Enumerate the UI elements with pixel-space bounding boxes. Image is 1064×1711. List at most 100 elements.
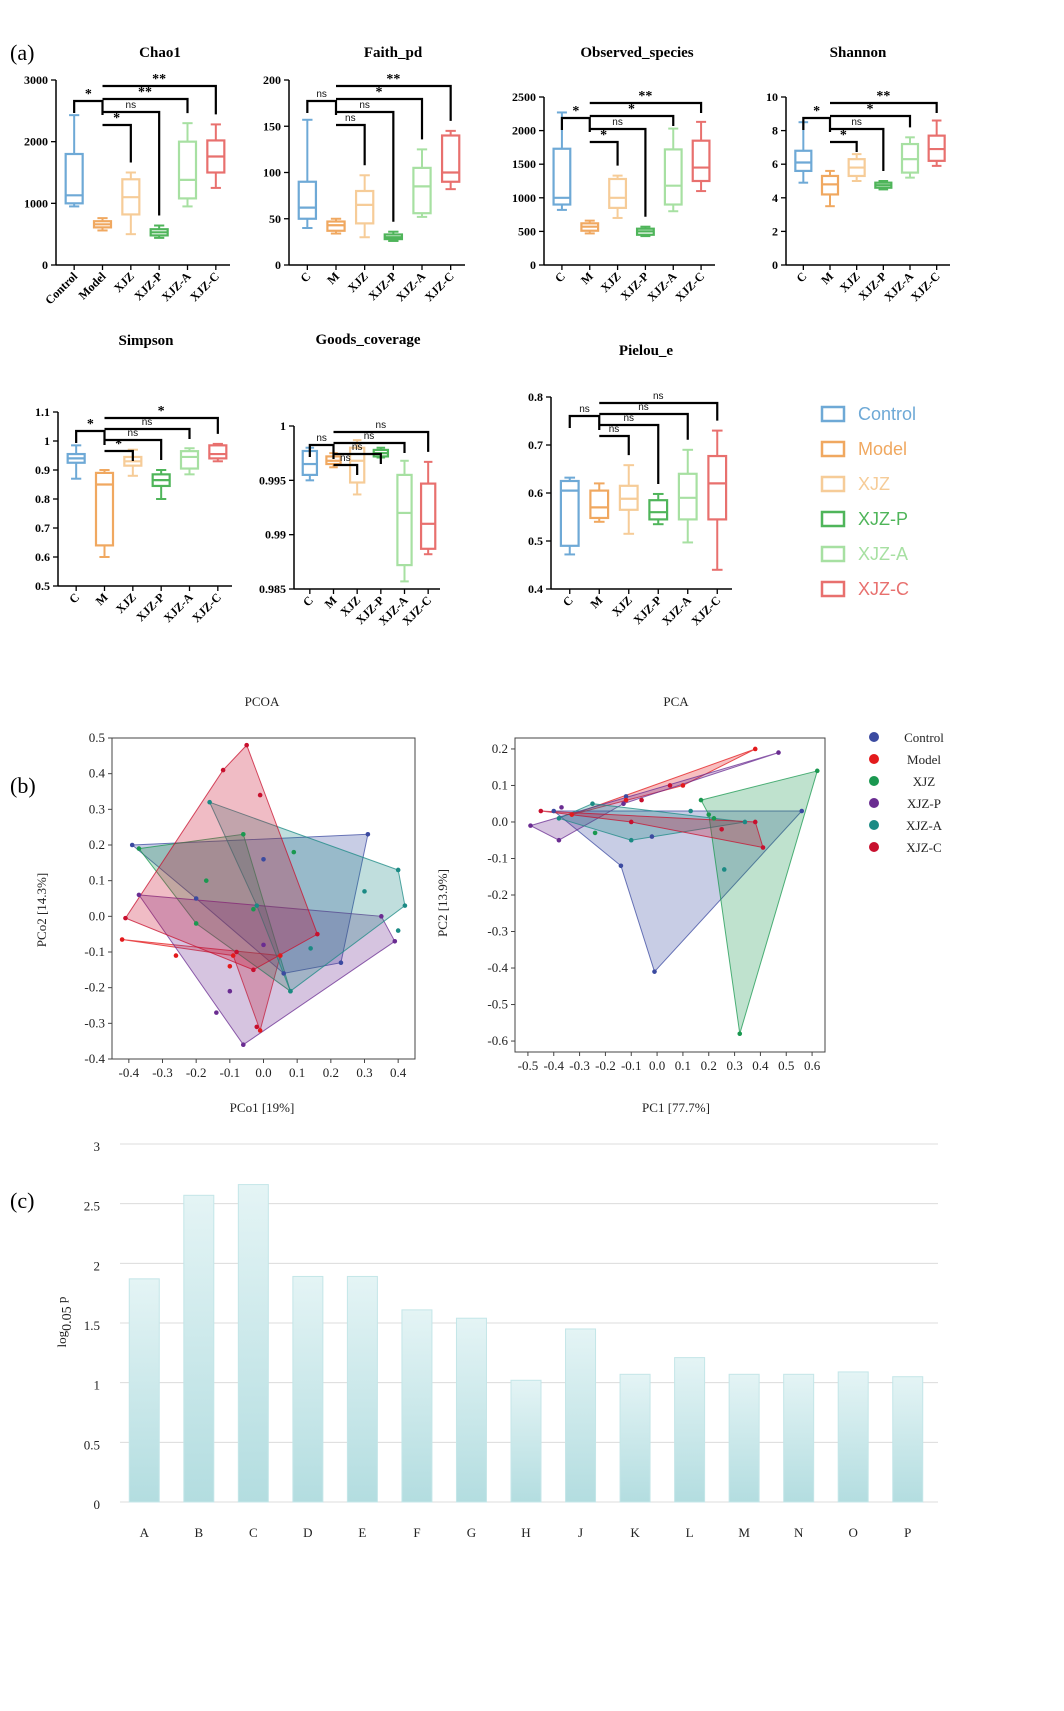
significance-label: ns	[128, 428, 139, 439]
significance-bracket	[102, 123, 132, 163]
box	[677, 472, 698, 521]
point-model	[173, 953, 179, 958]
y-tick-label: 0.0	[89, 908, 105, 923]
significance-label: *	[600, 128, 607, 143]
x-tick-label: XJZ-P	[630, 593, 664, 627]
point-control	[129, 842, 135, 848]
y-tick-label: 0.8	[528, 390, 543, 404]
point-model	[119, 937, 125, 942]
x-tick-label: M	[818, 269, 836, 287]
x-tick-label: N	[794, 1525, 804, 1540]
bar-h	[510, 1379, 542, 1503]
point-xjz-p	[621, 801, 626, 807]
legend-label: XJZ	[913, 774, 935, 789]
y-tick-label: 8	[772, 124, 778, 138]
box	[663, 148, 683, 206]
significance-label: ns	[623, 413, 634, 424]
x-tick-label: K	[630, 1525, 640, 1540]
box	[794, 149, 813, 173]
significance-label: ns	[359, 100, 370, 111]
x-tick-label: M	[93, 590, 111, 608]
significance-bracket	[802, 116, 832, 132]
bar-d	[292, 1275, 324, 1503]
legend-label: XJZ-P	[858, 509, 908, 529]
x-tick-label: 0.1	[289, 1065, 305, 1080]
legend-swatch	[820, 510, 846, 528]
significance-label: *	[867, 102, 874, 117]
bar-n	[783, 1373, 815, 1503]
y-axis-label-sub: 0.05	[60, 1306, 75, 1331]
point-xjz-c	[667, 783, 673, 788]
chart-title: Shannon	[830, 45, 887, 61]
legend-swatch	[820, 475, 846, 493]
significance-label: ns	[316, 433, 327, 444]
legend-label: Model	[907, 752, 941, 767]
x-tick-label: -0.1	[621, 1058, 642, 1073]
y-axis-label: PC2 [13.9%]	[435, 869, 450, 937]
x-tick-label: XJZ-A	[393, 269, 428, 304]
significance-bracket	[589, 101, 703, 113]
x-tick-label: 0.0	[255, 1065, 271, 1080]
point-control	[338, 960, 344, 965]
legend-label: Model	[858, 439, 907, 459]
bar-a	[128, 1278, 160, 1503]
x-tick-label: P	[904, 1525, 911, 1540]
x-tick-label: XJZ	[609, 593, 635, 619]
point-xjz-p	[392, 939, 398, 944]
point-xjz-c	[251, 967, 256, 973]
point-xjz-a	[288, 988, 293, 994]
significance-label: **	[138, 85, 152, 100]
significance-bracket	[102, 97, 189, 114]
x-tick-label: 0.2	[701, 1058, 717, 1073]
significance-label: ns	[579, 404, 590, 415]
significance-label: ns	[851, 117, 862, 128]
point-model	[257, 1028, 263, 1033]
y-axis-label-main: log	[54, 1330, 69, 1347]
y-axis-label: PCo2 [14.3%]	[34, 873, 49, 947]
legend-dot	[869, 798, 879, 808]
legend-label: XJZ-C	[906, 840, 941, 855]
significance-bracket	[568, 414, 601, 430]
point-model	[680, 783, 686, 788]
x-tick-label: G	[467, 1525, 476, 1540]
significance-label: *	[115, 437, 122, 452]
legend-label: XJZ-C	[858, 579, 909, 599]
y-tick-label: 2	[94, 1258, 101, 1273]
point-xjz-c	[257, 792, 263, 798]
significance-bracket	[102, 84, 217, 115]
significance-label: ns	[364, 431, 375, 442]
point-xjz-a	[395, 867, 401, 873]
x-tick-label: M	[578, 269, 596, 287]
y-tick-label: 0.5	[528, 534, 543, 548]
y-tick-label: 4	[772, 191, 778, 205]
x-tick-label: J	[578, 1525, 583, 1540]
x-tick-label: 0.0	[649, 1058, 665, 1073]
legend-label: XJZ-A	[906, 818, 943, 833]
box	[589, 489, 610, 520]
x-tick-label: C	[793, 269, 809, 285]
x-axis-label: PC1 [77.7%]	[642, 1100, 710, 1115]
x-tick-label: -0.1	[220, 1065, 241, 1080]
y-tick-label: 0.5	[89, 730, 105, 745]
point-control	[281, 971, 287, 976]
bar-p	[892, 1376, 924, 1503]
significance-bracket	[104, 438, 163, 460]
significance-bracket	[589, 140, 619, 166]
point-xjz-c	[254, 1024, 260, 1030]
point-control	[799, 808, 805, 814]
y-tick-label: -0.5	[487, 997, 508, 1012]
x-tick-label: XJZ-C	[422, 269, 457, 304]
y-tick-label: 2000	[512, 124, 536, 138]
chart-title: Goods_coverage	[316, 332, 421, 348]
significance-bracket	[333, 441, 406, 453]
bar-f	[401, 1309, 433, 1503]
y-tick-label: 0.8	[35, 492, 50, 506]
legend-swatch	[820, 580, 846, 598]
significance-bracket	[589, 114, 675, 126]
point-control	[551, 808, 557, 814]
point-xjz-p	[379, 914, 384, 919]
point-xjz-a	[556, 816, 562, 821]
significance-bracket	[104, 449, 134, 461]
